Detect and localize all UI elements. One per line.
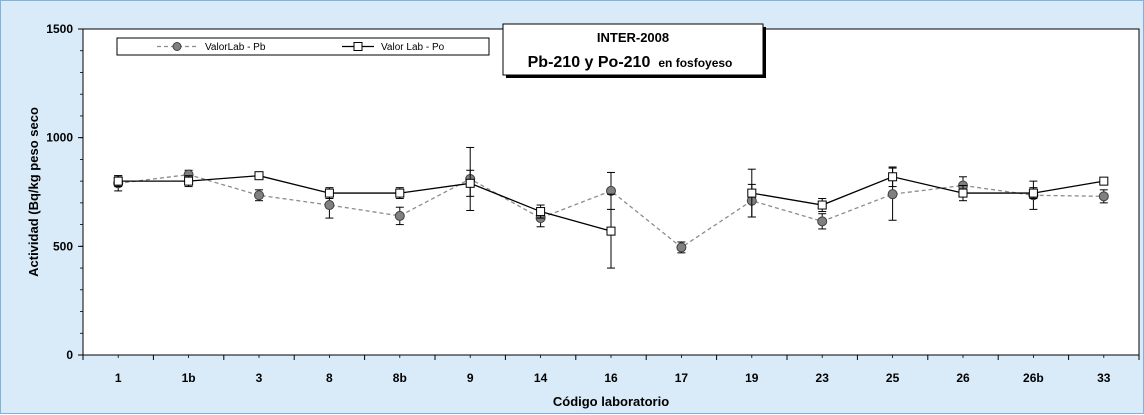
x-tick-label: 19 [745, 371, 759, 385]
series-layer [113, 146, 1109, 269]
y-tick-label: 500 [53, 239, 73, 253]
axes: 0 500 1000 1500 1 1b 3 8 8b 9 14 16 17 19 23 25 26 26b 33 [46, 22, 1140, 385]
title-box-frame [502, 23, 764, 76]
legend-box [116, 37, 490, 56]
x-tick-label: 1 [115, 371, 122, 385]
x-tick-label: 3 [256, 371, 263, 385]
data-point [254, 171, 264, 181]
series-line [118, 175, 612, 232]
data-point [1028, 188, 1038, 198]
data-point [747, 188, 757, 198]
legend-pb-label: ValorLab - Pb [205, 42, 266, 53]
data-point [1099, 176, 1109, 186]
x-tick-label: 23 [816, 371, 830, 385]
chart-title: INTER-2008 [597, 30, 669, 45]
x-tick-label: 16 [604, 371, 618, 385]
data-point [676, 242, 687, 253]
data-point [324, 188, 334, 198]
data-point [324, 200, 335, 211]
legend-po-marker [353, 42, 363, 51]
data-point [113, 176, 123, 186]
x-tick-label: 26 [956, 371, 970, 385]
y-tick-label: 1500 [46, 22, 73, 36]
x-tick-label: 8 [326, 371, 333, 385]
data-point [536, 207, 546, 217]
data-point [1098, 191, 1109, 202]
series-line [751, 176, 1104, 206]
x-tick-label: 17 [675, 371, 689, 385]
y-axis-title: Actividad (Bq/kg peso seco [26, 107, 41, 277]
x-axis-title: Código laboratorio [553, 394, 669, 409]
x-tick-label: 9 [467, 371, 474, 385]
x-tick-label: 14 [534, 371, 548, 385]
data-point [817, 200, 827, 210]
legend-po-label: Valor Lab - Po [381, 42, 445, 53]
x-tick-label: 26b [1023, 371, 1044, 385]
subtitle-main: Pb-210 y Po-210 [528, 54, 651, 71]
series-1 [113, 166, 1109, 269]
data-point [465, 178, 475, 188]
x-tick-label: 8b [393, 371, 407, 385]
data-point [888, 172, 898, 182]
data-point [395, 188, 405, 198]
x-tick-label: 33 [1097, 371, 1111, 385]
series-line [118, 173, 1104, 249]
data-point [958, 188, 968, 198]
legend: ValorLab - Pb Valor Lab - Po [116, 37, 490, 56]
subtitle-suffix: en fosfoyeso [658, 56, 732, 70]
data-point [817, 216, 828, 227]
data-point [606, 226, 616, 236]
data-point [254, 190, 264, 201]
legend-pb-marker [172, 42, 182, 51]
y-tick-label: 0 [66, 348, 73, 362]
title-box: INTER-2008 Pb-210 y Po-210 en fosfoyeso [502, 23, 766, 78]
data-point [887, 189, 898, 200]
x-tick-label: 25 [886, 371, 900, 385]
x-tick-label: 1b [182, 371, 196, 385]
data-point [394, 210, 405, 221]
chart-subtitle: Pb-210 y Po-210 en fosfoyeso [528, 54, 733, 71]
y-tick-label: 1000 [46, 131, 73, 145]
data-point [184, 176, 194, 186]
